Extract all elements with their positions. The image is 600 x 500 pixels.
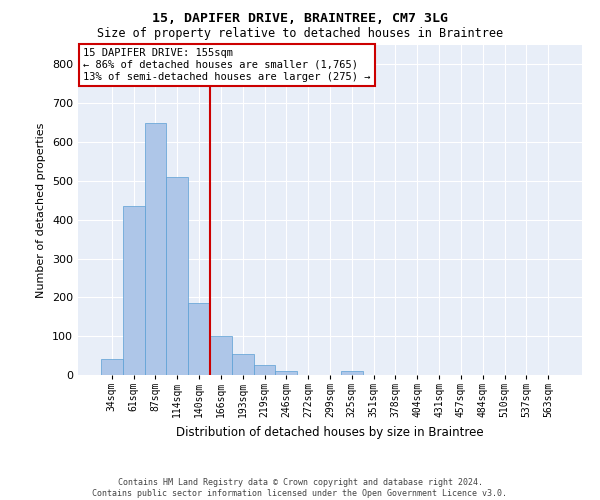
X-axis label: Distribution of detached houses by size in Braintree: Distribution of detached houses by size … (176, 426, 484, 438)
Text: Contains HM Land Registry data © Crown copyright and database right 2024.
Contai: Contains HM Land Registry data © Crown c… (92, 478, 508, 498)
Y-axis label: Number of detached properties: Number of detached properties (37, 122, 46, 298)
Text: Size of property relative to detached houses in Braintree: Size of property relative to detached ho… (97, 28, 503, 40)
Bar (188, 303, 210, 375)
Bar (341, 371, 363, 375)
Bar (232, 354, 254, 375)
Bar (145, 122, 166, 375)
Bar (254, 366, 275, 375)
Bar (166, 177, 188, 375)
Text: 15, DAPIFER DRIVE, BRAINTREE, CM7 3LG: 15, DAPIFER DRIVE, BRAINTREE, CM7 3LG (152, 12, 448, 26)
Bar (123, 206, 145, 375)
Bar (275, 371, 297, 375)
Bar (101, 360, 123, 375)
Text: 15 DAPIFER DRIVE: 155sqm
← 86% of detached houses are smaller (1,765)
13% of sem: 15 DAPIFER DRIVE: 155sqm ← 86% of detach… (83, 48, 371, 82)
Bar (210, 336, 232, 375)
